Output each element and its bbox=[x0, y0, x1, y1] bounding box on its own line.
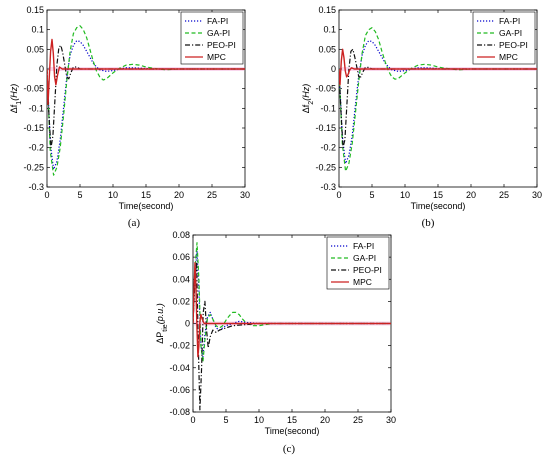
y-tick-label: -0.15 bbox=[23, 123, 44, 133]
x-tick-label: 10 bbox=[400, 190, 410, 200]
y-tick-label: 0 bbox=[39, 64, 44, 74]
legend-label: GA-PI bbox=[353, 253, 376, 263]
y-tick-label: 0.04 bbox=[172, 274, 190, 284]
panel-caption: (b) bbox=[422, 217, 435, 229]
y-axis-label: Δf1(Hz) bbox=[9, 84, 23, 113]
chart-panel-3: 0.080.060.040.020-0.02-0.04-0.06-0.080 5 1… bbox=[155, 230, 396, 455]
x-tick-label: 5 bbox=[77, 190, 82, 200]
y-tick-label: -0.1 bbox=[320, 103, 336, 113]
series-line-ga-pi bbox=[339, 27, 537, 172]
x-tick-label: 20 bbox=[466, 190, 476, 200]
y-tick-label: -0.1 bbox=[28, 103, 44, 113]
chart-panel-1: 0.150.10.050-0.05-0.1-0.15-0.2-0.25-0.30… bbox=[9, 5, 250, 229]
x-tick-label: 20 bbox=[174, 190, 184, 200]
x-tick-label: 10 bbox=[254, 415, 264, 425]
y-tick-label: -0.3 bbox=[320, 182, 336, 192]
x-tick-label: 15 bbox=[141, 190, 151, 200]
panel-caption: (a) bbox=[128, 217, 141, 229]
x-tick-label: 30 bbox=[240, 190, 250, 200]
y-tick-label: 0.02 bbox=[172, 296, 190, 306]
legend-label: MPC bbox=[353, 277, 372, 287]
legend-label: GA-PI bbox=[499, 28, 522, 38]
panel-caption: (c) bbox=[283, 443, 296, 455]
series-line-peo-pi bbox=[47, 44, 245, 149]
y-tick-label: 0 bbox=[185, 319, 190, 329]
series-line-mpc bbox=[193, 262, 391, 358]
x-tick-label: 5 bbox=[223, 415, 228, 425]
legend-label: GA-PI bbox=[207, 28, 230, 38]
y-tick-label: 0.15 bbox=[26, 5, 44, 15]
y-axis-label: ΔPtie(p.u.) bbox=[155, 303, 169, 343]
x-tick-label: 5 bbox=[369, 190, 374, 200]
legend-label: MPC bbox=[207, 52, 226, 62]
y-tick-label: 0.05 bbox=[26, 44, 44, 54]
y-tick-label: -0.05 bbox=[23, 84, 44, 94]
x-tick-label: 25 bbox=[207, 190, 217, 200]
legend-label: PEO-PI bbox=[353, 265, 382, 275]
y-tick-label: -0.3 bbox=[28, 182, 44, 192]
y-tick-label: 0 bbox=[331, 64, 336, 74]
series-line-fa-pi bbox=[47, 40, 245, 170]
legend-label: MPC bbox=[499, 52, 518, 62]
y-axis-label: Δf2(Hz) bbox=[301, 84, 315, 113]
y-tick-label: 0.06 bbox=[172, 252, 190, 262]
y-tick-label: -0.2 bbox=[320, 143, 336, 153]
y-tick-label: -0.08 bbox=[169, 407, 190, 417]
y-tick-label: -0.02 bbox=[169, 341, 190, 351]
y-tick-label: 0.1 bbox=[31, 25, 44, 35]
y-tick-label: 0.05 bbox=[318, 44, 336, 54]
x-axis-label: Time(second) bbox=[411, 201, 466, 211]
y-tick-label: -0.25 bbox=[315, 162, 336, 172]
y-tick-label: -0.2 bbox=[28, 143, 44, 153]
x-tick-label: 10 bbox=[108, 190, 118, 200]
x-axis-label: Time(second) bbox=[265, 426, 320, 436]
y-tick-label: -0.06 bbox=[169, 385, 190, 395]
x-tick-label: 0 bbox=[336, 190, 341, 200]
x-tick-label: 20 bbox=[320, 415, 330, 425]
y-tick-label: 0.1 bbox=[323, 25, 336, 35]
y-tick-label: -0.25 bbox=[23, 162, 44, 172]
series-line-mpc bbox=[47, 38, 245, 106]
series-line-mpc bbox=[339, 48, 537, 86]
x-tick-label: 30 bbox=[386, 415, 396, 425]
legend-label: FA-PI bbox=[207, 16, 228, 26]
y-tick-label: -0.04 bbox=[169, 363, 190, 373]
legend-label: FA-PI bbox=[353, 241, 374, 251]
y-tick-label: 0.15 bbox=[318, 5, 336, 15]
y-tick-label: -0.05 bbox=[315, 84, 336, 94]
x-tick-label: 30 bbox=[532, 190, 542, 200]
x-axis-label: Time(second) bbox=[119, 201, 174, 211]
legend-label: PEO-PI bbox=[207, 40, 236, 50]
chart-panel-2: 0.150.10.050-0.05-0.1-0.15-0.2-0.25-0.30… bbox=[301, 5, 542, 229]
y-tick-label: -0.15 bbox=[315, 123, 336, 133]
x-tick-label: 25 bbox=[499, 190, 509, 200]
x-tick-label: 25 bbox=[353, 415, 363, 425]
x-tick-label: 0 bbox=[190, 415, 195, 425]
legend-label: PEO-PI bbox=[499, 40, 528, 50]
y-tick-label: 0.08 bbox=[172, 230, 190, 240]
series-line-peo-pi bbox=[339, 48, 537, 149]
x-tick-label: 15 bbox=[287, 415, 297, 425]
x-tick-label: 15 bbox=[433, 190, 443, 200]
legend-label: FA-PI bbox=[499, 16, 520, 26]
x-tick-label: 0 bbox=[44, 190, 49, 200]
